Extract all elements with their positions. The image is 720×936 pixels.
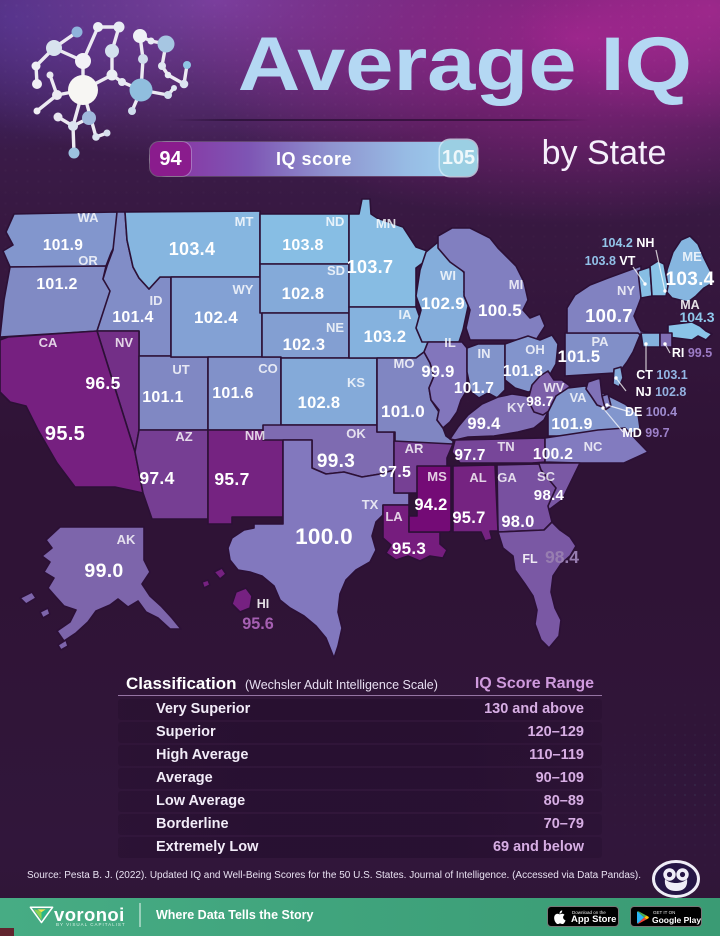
svg-text:ND: ND	[326, 214, 345, 229]
svg-text:103.2: 103.2	[364, 328, 407, 346]
svg-text:MS: MS	[427, 469, 447, 484]
svg-text:99.0: 99.0	[84, 560, 123, 582]
svg-text:OK: OK	[346, 426, 366, 441]
svg-text:MN: MN	[376, 216, 396, 231]
svg-text:99.4: 99.4	[467, 415, 501, 433]
svg-text:102.3: 102.3	[283, 336, 326, 354]
svg-text:HI: HI	[257, 597, 270, 611]
svg-text:IL: IL	[444, 335, 456, 350]
svg-text:MT: MT	[235, 214, 254, 229]
svg-text:101.6: 101.6	[212, 385, 254, 402]
svg-text:101.1: 101.1	[142, 389, 184, 406]
svg-text:101.8: 101.8	[503, 363, 543, 380]
svg-text:102.4: 102.4	[194, 308, 238, 327]
svg-text:104.2 NH: 104.2 NH	[602, 236, 655, 250]
svg-text:IN: IN	[478, 346, 491, 361]
svg-text:MO: MO	[394, 356, 415, 371]
svg-text:DE 100.4: DE 100.4	[625, 405, 677, 419]
svg-text:104.3: 104.3	[679, 309, 714, 325]
svg-text:99.9: 99.9	[421, 363, 454, 381]
svg-text:UT: UT	[172, 362, 189, 377]
svg-text:CT 103.1: CT 103.1	[636, 368, 687, 382]
svg-text:WY: WY	[233, 282, 254, 297]
svg-text:TX: TX	[362, 497, 379, 512]
svg-text:AZ: AZ	[175, 429, 192, 444]
svg-text:98.0: 98.0	[501, 513, 534, 531]
svg-text:100.5: 100.5	[478, 301, 522, 320]
svg-text:AL: AL	[469, 470, 486, 485]
svg-text:WV: WV	[544, 380, 565, 395]
svg-text:101.9: 101.9	[551, 416, 593, 433]
svg-text:AK: AK	[117, 532, 136, 547]
svg-text:SD: SD	[327, 263, 345, 278]
svg-text:97.4: 97.4	[139, 468, 174, 488]
svg-text:ME: ME	[682, 249, 702, 264]
svg-text:OR: OR	[78, 253, 98, 268]
svg-text:NJ 102.8: NJ 102.8	[636, 385, 687, 399]
svg-text:WI: WI	[440, 268, 456, 283]
svg-text:FL: FL	[522, 552, 538, 566]
svg-text:95.7: 95.7	[452, 509, 485, 527]
svg-text:CO: CO	[258, 361, 278, 376]
svg-text:101.0: 101.0	[381, 402, 425, 421]
svg-text:WA: WA	[78, 210, 100, 225]
svg-text:RI 99.5: RI 99.5	[672, 346, 712, 360]
svg-text:103.8 VT: 103.8 VT	[585, 254, 636, 268]
svg-text:GA: GA	[497, 470, 517, 485]
svg-text:LA: LA	[385, 509, 403, 524]
svg-text:101.5: 101.5	[558, 348, 601, 366]
svg-text:102.9: 102.9	[421, 294, 465, 313]
svg-text:95.6: 95.6	[242, 615, 274, 633]
svg-text:NV: NV	[115, 335, 133, 350]
svg-text:101.4: 101.4	[112, 309, 154, 326]
svg-text:95.5: 95.5	[45, 423, 85, 445]
svg-text:95.7: 95.7	[214, 469, 249, 489]
svg-text:97.5: 97.5	[379, 464, 411, 481]
svg-text:CA: CA	[39, 335, 58, 350]
svg-text:99.3: 99.3	[317, 451, 355, 472]
svg-text:103.8: 103.8	[282, 237, 324, 254]
svg-text:100.0: 100.0	[295, 524, 353, 549]
svg-text:98.7: 98.7	[526, 394, 553, 409]
svg-text:TN: TN	[497, 439, 514, 454]
svg-text:MD 99.7: MD 99.7	[622, 426, 669, 440]
svg-text:KS: KS	[347, 375, 365, 390]
svg-text:101.2: 101.2	[36, 276, 78, 293]
svg-text:AR: AR	[405, 441, 424, 456]
svg-text:VA: VA	[569, 390, 587, 405]
svg-text:94.2: 94.2	[414, 496, 447, 514]
svg-text:OH: OH	[525, 342, 545, 357]
svg-text:95.3: 95.3	[392, 539, 426, 558]
svg-text:97.7: 97.7	[454, 447, 485, 464]
svg-text:100.7: 100.7	[585, 305, 633, 326]
svg-text:103.4: 103.4	[169, 239, 216, 259]
svg-text:IA: IA	[399, 307, 413, 322]
svg-text:98.4: 98.4	[545, 547, 579, 567]
svg-text:101.9: 101.9	[43, 237, 83, 254]
svg-text:103.7: 103.7	[347, 257, 394, 277]
svg-text:100.2: 100.2	[533, 446, 573, 463]
svg-text:NM: NM	[245, 428, 265, 443]
svg-text:NE: NE	[326, 320, 344, 335]
svg-text:ID: ID	[150, 293, 163, 308]
svg-text:MA: MA	[680, 298, 699, 312]
svg-text:103.4: 103.4	[665, 269, 714, 290]
svg-text:96.5: 96.5	[85, 373, 120, 393]
svg-text:KY: KY	[507, 400, 525, 415]
svg-text:MI: MI	[509, 277, 523, 292]
svg-text:NC: NC	[584, 439, 603, 454]
svg-text:102.8: 102.8	[282, 285, 325, 303]
svg-text:98.4: 98.4	[534, 487, 565, 504]
svg-text:PA: PA	[591, 334, 609, 349]
svg-text:102.8: 102.8	[298, 394, 341, 412]
svg-text:SC: SC	[537, 469, 556, 484]
svg-text:NY: NY	[617, 283, 635, 298]
svg-text:101.7: 101.7	[454, 380, 494, 397]
